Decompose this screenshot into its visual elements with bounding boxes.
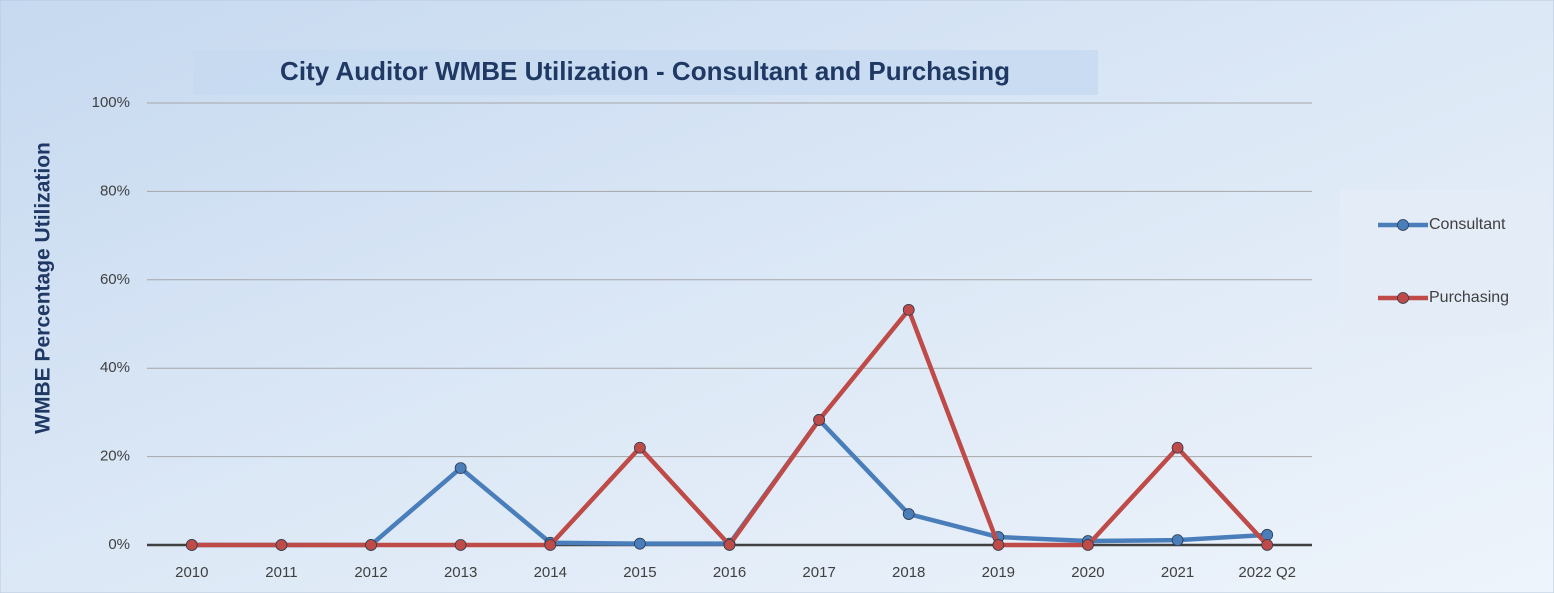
legend-box [1340,190,1550,335]
data-point [275,539,288,551]
x-tick-label: 2016 [713,564,746,581]
legend-label: Consultant [1429,216,1506,233]
y-tick-label: 0% [108,536,130,553]
x-tick-label: 2013 [444,564,477,581]
data-point [723,539,736,551]
x-tick-label: 2021 [1161,564,1194,581]
legend-marker [1397,219,1409,231]
y-tick-label: 40% [100,359,130,376]
data-point [365,539,377,551]
data-point [1171,534,1184,547]
x-tick-label: 2012 [354,564,387,581]
y-tick-label: 100% [92,94,130,111]
data-point [992,539,1005,551]
title-box [193,50,1098,95]
data-point [1082,539,1094,551]
x-tick-label: 2015 [623,564,656,581]
x-tick-label: 2014 [534,564,567,581]
data-point [902,508,915,520]
x-tick-label: 2017 [802,564,835,581]
data-point [1261,539,1274,551]
y-axis-label: WMBE Percentage Utilization [32,142,55,434]
y-tick-label: 20% [100,448,130,465]
data-point [454,462,467,474]
x-tick-label: 2010 [175,564,208,581]
data-point [185,539,198,551]
data-point [902,303,915,316]
data-point [633,537,646,550]
legend-label: Purchasing [1429,289,1509,306]
x-tick-label: 2020 [1071,564,1104,581]
y-tick-label: 60% [100,271,130,288]
x-tick-label: 2019 [982,564,1015,581]
data-point [544,539,557,551]
legend-marker [1397,292,1409,304]
data-point [454,539,467,551]
data-point [813,414,826,426]
x-tick-label: 2018 [892,564,925,581]
chart-title: City Auditor WMBE Utilization - Consulta… [280,56,1010,86]
x-tick-label: 2011 [265,564,297,581]
x-tick-label: 2022 Q2 [1238,564,1296,581]
data-point [1171,441,1184,454]
y-tick-label: 80% [100,182,130,199]
data-point [633,441,646,454]
